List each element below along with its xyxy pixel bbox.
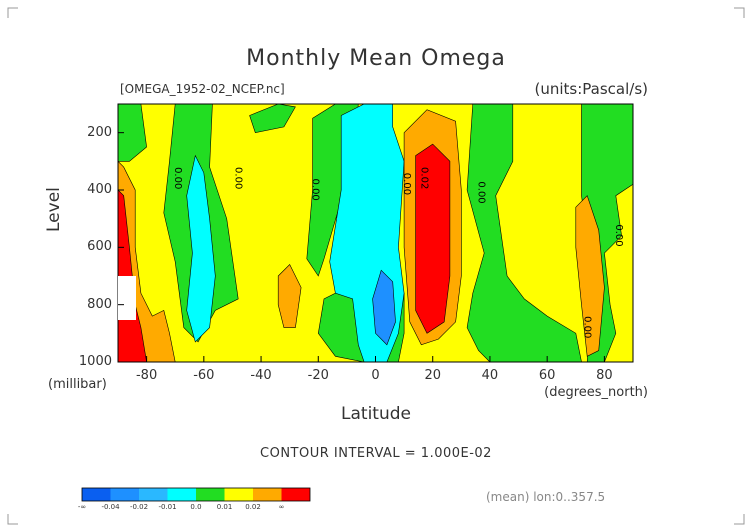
- y-tick-label: 200: [87, 124, 112, 140]
- x-tick-label: -80: [135, 368, 158, 383]
- y-tick-label: 400: [87, 182, 112, 197]
- y-tick-label: 1000: [78, 354, 112, 369]
- contour-label: 0.00: [232, 167, 243, 189]
- colorbar-swatch: [253, 488, 282, 501]
- contour-interval: CONTOUR INTERVAL = 1.000E-02: [260, 446, 492, 461]
- mean-label: (mean) lon:0..357.5: [486, 490, 606, 504]
- contour-regions: [118, 104, 633, 362]
- contour-label: 0.02: [418, 167, 429, 189]
- missing-data-patch: [118, 276, 136, 320]
- contour-label: 0.00: [172, 167, 183, 189]
- colorbar-label: -0.02: [129, 503, 149, 511]
- colorbar-label: 0.0: [190, 503, 202, 511]
- colorbar-swatch: [196, 488, 225, 501]
- corner-mark-tr: [734, 7, 745, 18]
- colorbar-swatch: [82, 488, 111, 501]
- contour-region-1: [118, 104, 147, 162]
- colorbar-swatch: [281, 488, 310, 501]
- contour-labels: 0.00 0.00 0.00 0.00 0.02 0.00 0.00 0.00: [172, 167, 624, 338]
- y-axis-unit: (millibar): [48, 377, 107, 392]
- chart-title: Monthly Mean Omega: [246, 46, 506, 71]
- contour-label: 0.00: [476, 181, 487, 203]
- contour-region-12: [415, 143, 451, 334]
- x-tick-label: -60: [193, 368, 215, 383]
- colorbar-swatch: [224, 488, 253, 501]
- x-tick-label: -40: [250, 368, 272, 383]
- y-tick-label: 800: [87, 296, 112, 312]
- y-tick-label: 600: [87, 239, 112, 255]
- corner-mark-bl: [7, 514, 18, 525]
- contour-region-6: [466, 104, 582, 362]
- contour-region-10: [372, 269, 396, 346]
- contour-region-3: [249, 104, 296, 134]
- x-axis-unit: (degrees_north): [544, 385, 648, 400]
- x-tick-label: 40: [481, 368, 499, 383]
- contour-region-15: [277, 263, 302, 328]
- axis-ticks: [118, 132, 605, 363]
- colorbar: [81, 487, 311, 502]
- contour-label: 0.00: [310, 179, 321, 201]
- x-tick-label: 80: [596, 368, 613, 383]
- y-axis-label: Level: [44, 187, 64, 232]
- colorbar-label: 0.01: [216, 503, 233, 511]
- x-tick-label: 20: [424, 368, 441, 383]
- colorbar-label: -0.04: [101, 503, 120, 511]
- x-tick-label: 60: [538, 368, 556, 383]
- colorbar-swatch: [167, 488, 196, 501]
- corner-mark-tl: [7, 7, 18, 18]
- colorbar-label: 0.02: [245, 503, 261, 511]
- x-axis-label: Latitude: [341, 404, 411, 424]
- colorbar-frame: [81, 487, 311, 502]
- corner-mark-br: [734, 514, 745, 525]
- contour-label: 0.00: [581, 316, 592, 338]
- colorbar-swatch: [139, 488, 168, 501]
- x-tick-label: 0: [371, 368, 380, 383]
- colorbar-label: -0.01: [158, 503, 177, 511]
- file-label: [OMEGA_1952-02_NCEP.nc]: [120, 82, 285, 96]
- x-tick-label: -20: [307, 368, 329, 383]
- colorbar-label: -∞: [77, 503, 87, 511]
- colorbar-swatch: [110, 488, 139, 501]
- contour-region-9: [186, 154, 216, 343]
- contour-region-16: [575, 195, 605, 357]
- contour-label: 0.00: [613, 224, 624, 246]
- colorbar-label: ∞: [278, 503, 285, 511]
- units-label: (units:Pascal/s): [534, 80, 649, 98]
- contour-label: 0.00: [401, 173, 412, 195]
